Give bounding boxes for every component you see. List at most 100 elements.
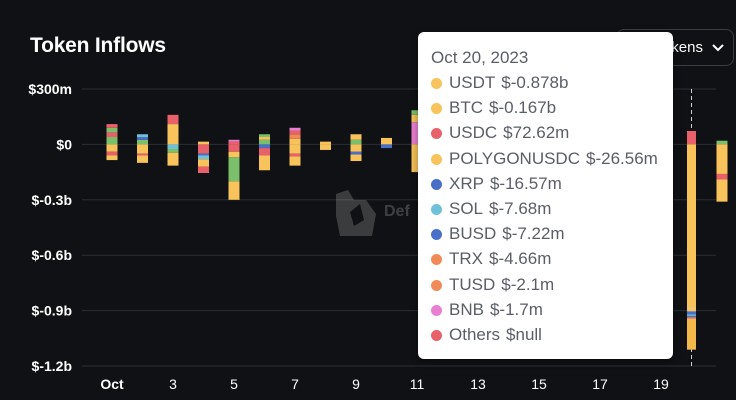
tooltip-token-value: $-4.66m [489, 249, 552, 269]
x-tick-label: 17 [592, 376, 608, 392]
defillama-watermark: Def [334, 190, 410, 236]
x-tick-label: 19 [653, 376, 669, 392]
y-tick-label: $-1.2b [32, 358, 72, 374]
bar-segment [137, 137, 148, 140]
watermark-text: Def [384, 203, 410, 220]
chart-tooltip: Oct 20, 2023 USDT $-0.878b BTC $-0.167b USDC… [418, 32, 673, 359]
bar-segment [411, 114, 423, 123]
tooltip-token-name: BUSD [449, 224, 497, 244]
tooltip-token-value: $-26.56m [586, 148, 658, 168]
bar-segment [259, 144, 270, 149]
bar-segment [259, 155, 270, 171]
legend-dot-icon [431, 279, 442, 291]
bar-segment [106, 155, 118, 161]
bar-segment [411, 122, 423, 145]
tooltip-token-name: USDC [449, 123, 498, 143]
legend-dot-icon [431, 128, 442, 140]
bar-segment [411, 110, 423, 115]
tooltip-token-name: USDT [449, 73, 496, 92]
bar-segment [716, 140, 728, 145]
bar-segment [228, 144, 240, 152]
bar-segment [167, 124, 179, 145]
bar-segment [228, 157, 240, 182]
bar-segment [350, 139, 362, 145]
bar-segment [687, 130, 696, 145]
tooltip-token-value: $-7.22m [502, 224, 565, 244]
bar-segment [198, 155, 209, 160]
bar-segment [350, 151, 362, 155]
bar-segment [411, 144, 423, 173]
bar-segment [320, 141, 331, 145]
bar-segment [228, 141, 240, 145]
tooltip-row: USDT $-0.878b [431, 73, 568, 93]
bar-segment [381, 144, 392, 149]
bar-segment [320, 144, 331, 150]
bar-segment [198, 141, 209, 145]
bar-segment [289, 144, 301, 154]
y-tick-label: $300m [28, 81, 72, 97]
bar-segment [289, 153, 301, 157]
bar-segment [167, 114, 179, 125]
bar-segment [687, 314, 696, 316]
bar-segment [687, 315, 696, 318]
x-tick-label: 5 [230, 376, 238, 392]
tooltip-token-name: TRX [449, 249, 483, 269]
y-tick-label: $-0.3b [32, 192, 72, 208]
chevron-down-icon [712, 44, 724, 52]
bar-segment [137, 144, 148, 154]
bar-segment [716, 144, 728, 174]
bar-segment [167, 144, 179, 150]
bar-segment [259, 148, 270, 156]
bar-segment [687, 144, 696, 307]
bar-segment [289, 130, 301, 135]
tooltip-token-name: BNB [449, 299, 484, 319]
bar-segment [137, 155, 148, 163]
tooltip-row: POLYGONUSDC $-26.56m [431, 149, 658, 169]
tooltip-row: XRP $-16.57m [431, 174, 562, 194]
bar-segment [350, 134, 362, 140]
tooltip-token-name: Others [449, 325, 501, 344]
legend-dot-icon [431, 178, 442, 190]
legend-dot-icon [431, 254, 442, 266]
bar-segment [228, 139, 240, 142]
legend-dot-icon [431, 103, 442, 115]
legend-dot-icon [431, 204, 442, 215]
tooltip-row: TRX $-4.66m [431, 249, 551, 269]
bar-segment [167, 149, 179, 153]
legend-dot-icon [431, 153, 442, 165]
tooltip-token-value: $null [506, 325, 542, 344]
bar-segment [289, 156, 301, 166]
bar-segment [106, 144, 118, 152]
y-tick-label: $-0.9b [32, 303, 72, 319]
tooltip-row: Others $null [431, 325, 542, 345]
tooltip-token-value: $-0.878b [501, 73, 569, 92]
tooltip-token-name: TUSD [449, 274, 496, 294]
bar-segment [106, 127, 118, 133]
tooltip-token-value: $-16.57m [489, 173, 562, 193]
bar-segment [687, 317, 696, 319]
x-tick-label: 15 [531, 376, 547, 392]
llama-logo-icon [336, 190, 376, 236]
bar-segment [167, 152, 179, 166]
tooltip-token-value: $-7.68m [489, 199, 552, 218]
legend-dot-icon [431, 229, 442, 241]
bar-segment [687, 311, 696, 315]
bar-segment [350, 154, 362, 162]
x-tick-label: 7 [291, 376, 299, 392]
x-tick-label: Oct [100, 376, 124, 392]
bar-segment [137, 139, 148, 145]
bar-segment [289, 138, 301, 145]
x-tick-label: 9 [352, 376, 360, 392]
bar-segment [198, 144, 209, 154]
legend-dot-icon [431, 78, 442, 89]
bar-segment [259, 134, 270, 138]
bar-segment [137, 153, 148, 156]
bar-segment [259, 139, 270, 145]
tooltip-token-name: XRP [449, 173, 484, 193]
bar-segment [106, 151, 118, 156]
legend-dot-icon [431, 304, 442, 316]
bar-segment [228, 181, 240, 200]
bar-segment [687, 318, 696, 350]
legend-dot-icon [431, 330, 442, 341]
bar-segment [716, 173, 728, 180]
